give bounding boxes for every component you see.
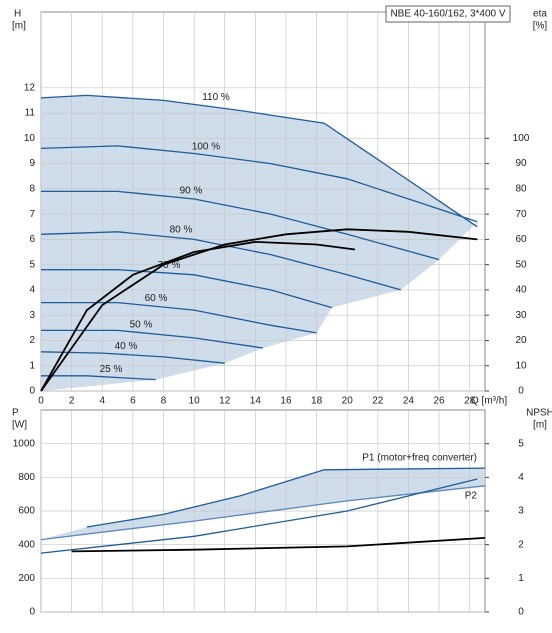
series-label: 80 % (170, 225, 193, 236)
operating-area (41, 95, 478, 391)
y2-tick-label: 5 (518, 438, 524, 449)
y2-tick-label: 50 (515, 259, 527, 270)
x-tick-label: 2 (69, 396, 75, 407)
x-tick-label: 0 (38, 396, 44, 407)
y-tick-label: 800 (18, 472, 35, 483)
x-tick-label: 24 (403, 396, 415, 407)
curve (40, 94, 478, 228)
efficiency-curve (40, 240, 356, 392)
series-label: 50 % (130, 319, 153, 330)
x-tick-label: 8 (161, 396, 167, 407)
x-tick-label: 4 (99, 396, 105, 407)
curve (40, 145, 478, 223)
operating-area (41, 468, 485, 540)
y-tick-label: 600 (18, 506, 35, 517)
y-tick-label: 12 (24, 82, 36, 93)
x-tick-label: 28 (464, 396, 476, 407)
y2-tick-label: 100 (513, 133, 530, 144)
y2-axis-unit: [m] (533, 420, 547, 431)
y2-tick-label: 90 (515, 158, 527, 169)
series-label: 90 % (180, 185, 203, 196)
y2-tick-label: 70 (515, 209, 527, 220)
y-tick-label: 1000 (13, 438, 36, 449)
curve (40, 485, 486, 541)
y-tick-label: 8 (29, 184, 35, 195)
y2-tick-label: 0 (518, 607, 524, 618)
series-label: 70 % (158, 260, 181, 271)
y2-axis-label: NPSH (526, 408, 552, 419)
y-axis-unit: [W] (12, 420, 27, 431)
series-label: 100 % (192, 142, 220, 153)
series-label: 25 % (100, 364, 123, 375)
y-tick-label: 0 (29, 607, 35, 618)
y2-tick-label: 60 (515, 234, 527, 245)
series-label: 40 % (115, 341, 138, 352)
curve (41, 269, 333, 309)
y-tick-label: 400 (18, 539, 35, 550)
y2-tick-label: 30 (515, 310, 527, 321)
curve (86, 467, 486, 528)
x-tick-label: 26 (434, 396, 446, 407)
y-axis-label: H (14, 9, 21, 20)
y-tick-label: 2 (29, 335, 35, 346)
curve (41, 329, 264, 349)
series-label: 60 % (145, 293, 168, 304)
y2-tick-label: 3 (518, 506, 524, 517)
x-tick-label: 14 (250, 396, 262, 407)
y2-tick-label: 40 (515, 285, 527, 296)
y-tick-label: 5 (29, 259, 35, 270)
x-axis-label: Q [m³/h] (471, 396, 507, 407)
curve (41, 190, 440, 261)
y2-axis-unit: [%] (533, 21, 548, 32)
x-tick-label: 20 (342, 396, 354, 407)
efficiency-curve (71, 537, 486, 553)
curve (40, 351, 225, 364)
y2-tick-label: 4 (518, 472, 524, 483)
y2-tick-label: 2 (518, 539, 524, 550)
y2-tick-label: 80 (515, 184, 527, 195)
y-axis-label: P (12, 408, 19, 419)
x-tick-label: 12 (219, 396, 231, 407)
y2-tick-label: 10 (515, 360, 527, 371)
series-label: P1 (motor+freq converter) (362, 453, 477, 464)
curve (40, 231, 401, 291)
curve (41, 375, 156, 381)
y-tick-label: 3 (29, 310, 35, 321)
y-tick-label: 9 (29, 158, 35, 169)
y2-tick-label: 1 (518, 573, 524, 584)
x-tick-label: 16 (280, 396, 292, 407)
chart-title: NBE 40-160/162, 3*400 V (390, 9, 505, 20)
y2-tick-label: 20 (515, 335, 527, 346)
efficiency-curve (40, 228, 478, 392)
y2-tick-label: 0 (518, 386, 524, 397)
y-tick-label: 7 (29, 209, 35, 220)
y-tick-label: 11 (25, 108, 36, 119)
x-tick-label: 6 (130, 396, 136, 407)
y-tick-label: 6 (29, 234, 35, 245)
y-tick-label: 4 (29, 285, 35, 296)
y-axis-unit: [m] (12, 21, 26, 32)
x-tick-label: 22 (372, 396, 384, 407)
curve (40, 478, 478, 554)
series-label: 110 % (202, 92, 230, 103)
y2-axis-label: eta (533, 9, 547, 20)
y-tick-label: 1 (29, 360, 35, 371)
title-box (385, 5, 511, 23)
x-tick-label: 18 (311, 396, 323, 407)
y-tick-label: 10 (24, 133, 36, 144)
series-label: P2 (465, 490, 478, 501)
y-tick-label: 0 (29, 386, 35, 397)
curve (41, 301, 317, 334)
x-tick-label: 10 (189, 396, 201, 407)
y-tick-label: 200 (18, 573, 35, 584)
